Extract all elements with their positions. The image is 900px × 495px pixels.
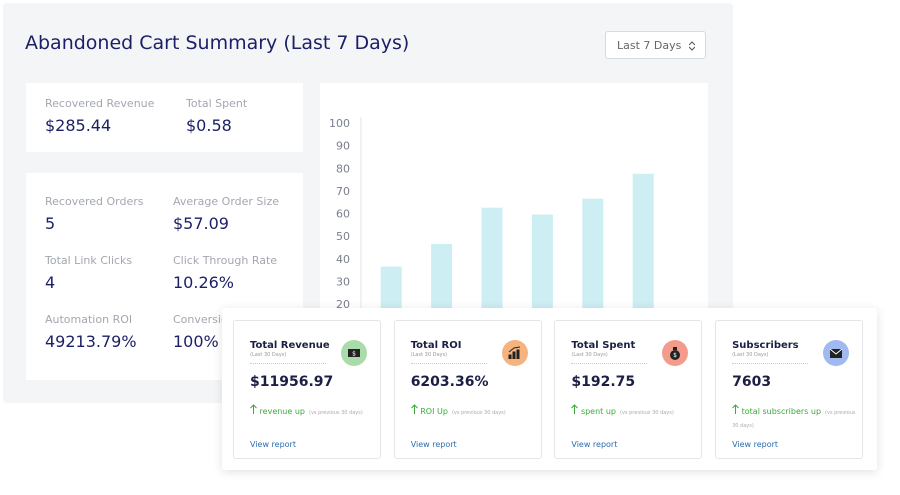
kpi-subtitle: (Last 30 Days) — [571, 352, 608, 358]
trend-arrow — [410, 404, 418, 414]
stat-value: 4 — [45, 273, 56, 292]
trend-arrow — [571, 404, 579, 414]
kpi-value: $192.75 — [571, 374, 636, 390]
y-tick-label: 100 — [329, 117, 350, 130]
kpi-value: 7603 — [732, 374, 772, 390]
divider — [250, 363, 326, 364]
summary-card: Recovered Revenue $285.44 Total Spent $0.58 — [26, 83, 303, 152]
svg-text:$: $ — [673, 352, 677, 359]
stat-value: $57.09 — [173, 214, 229, 233]
icon-glyph: $ — [348, 349, 360, 358]
kpi-trend: ROI Up (vs previous 30 days) — [410, 404, 535, 419]
stat-label: Click Through Rate — [173, 254, 278, 267]
stat-label: Total Link Clicks — [45, 254, 133, 267]
divider — [732, 363, 809, 364]
view-report-link[interactable]: View report — [410, 440, 457, 449]
stat-value: 49213.79% — [45, 332, 137, 351]
bar — [632, 173, 654, 351]
view-report-link[interactable]: View report — [571, 440, 618, 449]
view-report-link[interactable]: View report — [250, 440, 296, 449]
y-tick-label: 20 — [336, 298, 350, 311]
trend-text: ROI Up — [420, 407, 448, 416]
icon-glyph: $ — [670, 347, 681, 360]
trend-note: (vs previous 30 days) — [451, 410, 506, 416]
select-arrows — [689, 41, 695, 51]
kpi-subtitle: (Last 30 Days) — [732, 352, 769, 358]
divider — [571, 363, 648, 364]
trend-arrow — [250, 404, 257, 414]
kpi-icon — [823, 340, 850, 366]
view-report-link[interactable]: View report — [732, 440, 779, 449]
stat-label: Total Spent — [186, 97, 248, 110]
y-tick-label: 90 — [336, 140, 350, 153]
stat-value: $285.44 — [45, 116, 112, 135]
stat-value: 5 — [45, 214, 56, 233]
trend-note: (vs previous 30 days) — [732, 410, 856, 429]
kpi-icon: $ — [341, 340, 367, 366]
kpi-trend: revenue up (vs previous 30 days) — [250, 404, 374, 419]
y-tick-label: 50 — [336, 230, 350, 243]
kpi-card: Total Revenue (Last 30 Days) $ $11956.97 re… — [233, 320, 381, 459]
kpi-card: Total ROI (Last 30 Days) 6203.36% ROI Up (v… — [393, 320, 542, 459]
kpi-icon — [501, 340, 528, 366]
y-tick-label: 60 — [336, 208, 350, 221]
stat-label: Recovered Orders — [45, 195, 144, 208]
stat-label: Average Order Size — [173, 195, 280, 208]
trend-note: (vs previous 30 days) — [309, 410, 363, 416]
kpi-title: Subscribers — [732, 340, 799, 351]
trend-text: total subscribers up — [741, 407, 822, 416]
kpi-card: Total Spent (Last 30 Days) $ $192.75 spent … — [554, 320, 703, 459]
kpi-subtitle: (Last 30 Days) — [410, 352, 448, 358]
date-select[interactable]: Last 7 Days — [605, 31, 706, 59]
trend-arrow — [732, 404, 739, 414]
kpi-trend: total subscribers up (vs previous 30 days… — [732, 404, 856, 432]
y-tick-label: 80 — [336, 162, 350, 175]
stat-label: Recovered Revenue — [45, 97, 155, 110]
icon-glyph — [829, 348, 843, 358]
kpi-value: 6203.36% — [410, 374, 489, 390]
kpi-panel: Total Revenue (Last 30 Days) $ $11956.97 re… — [222, 308, 877, 470]
stat-value: 10.26% — [173, 273, 235, 292]
kpi-card: Subscribers (Last 30 Days) 7603 total subs… — [715, 320, 864, 459]
stat-label: Automation ROI — [45, 313, 133, 326]
divider — [410, 363, 487, 364]
select-label[interactable]: Last 7 Days — [617, 39, 682, 52]
svg-text:$: $ — [352, 351, 356, 358]
trend-text: revenue up — [259, 407, 305, 416]
kpi-title: Total ROI — [410, 340, 462, 351]
trend-text: spent up — [580, 407, 617, 416]
kpi-title: Total Spent — [571, 340, 636, 351]
kpi-subtitle: (Last 30 Days) — [250, 352, 287, 358]
kpi-icon: $ — [662, 340, 689, 366]
icon-glyph — [508, 346, 520, 359]
kpi-value: $11956.97 — [250, 374, 334, 390]
y-tick-label: 70 — [336, 185, 350, 198]
y-tick-label: 40 — [336, 253, 350, 266]
trend-note: (vs previous 30 days) — [620, 410, 674, 416]
y-tick-label: 30 — [336, 275, 350, 288]
stat-value: $0.58 — [186, 116, 232, 135]
kpi-trend: spent up (vs previous 30 days) — [571, 404, 695, 419]
kpi-title: Total Revenue — [250, 340, 330, 351]
page-title: Abandoned Cart Summary (Last 7 Days) — [25, 32, 410, 54]
summary-card: Recovered Orders 5 Average Order Size $57.0… — [26, 173, 303, 380]
stat-value: 100% — [173, 332, 219, 351]
